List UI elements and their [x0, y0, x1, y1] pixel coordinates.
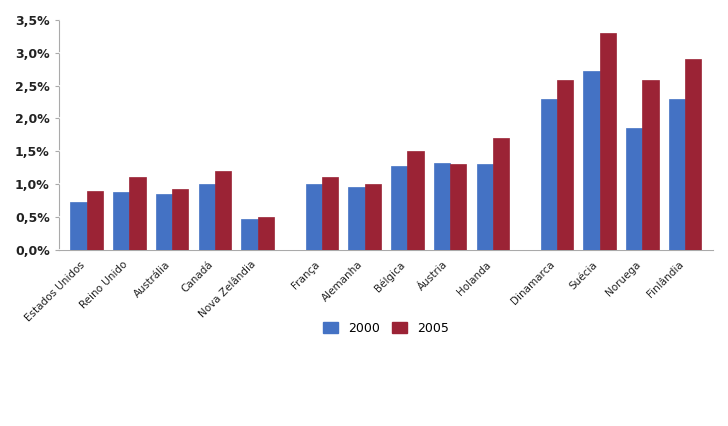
- Legend: 2000, 2005: 2000, 2005: [317, 317, 454, 340]
- Bar: [87, 190, 103, 250]
- Bar: [322, 178, 338, 250]
- Bar: [199, 184, 215, 250]
- Bar: [583, 71, 600, 250]
- Bar: [600, 33, 616, 250]
- Bar: [71, 202, 87, 250]
- Bar: [242, 219, 258, 250]
- Bar: [130, 178, 146, 250]
- Bar: [258, 217, 274, 250]
- Bar: [669, 99, 685, 250]
- Bar: [626, 128, 642, 250]
- Bar: [642, 81, 659, 250]
- Bar: [172, 189, 189, 250]
- Bar: [557, 81, 573, 250]
- Bar: [348, 187, 365, 250]
- Bar: [391, 166, 407, 250]
- Bar: [477, 164, 493, 250]
- Bar: [493, 138, 509, 250]
- Bar: [685, 59, 702, 250]
- Bar: [541, 99, 557, 250]
- Bar: [434, 163, 450, 250]
- Bar: [215, 171, 231, 250]
- Bar: [113, 192, 130, 250]
- Bar: [450, 164, 466, 250]
- Bar: [306, 184, 322, 250]
- Bar: [407, 151, 424, 250]
- Bar: [365, 184, 381, 250]
- Bar: [156, 194, 172, 250]
